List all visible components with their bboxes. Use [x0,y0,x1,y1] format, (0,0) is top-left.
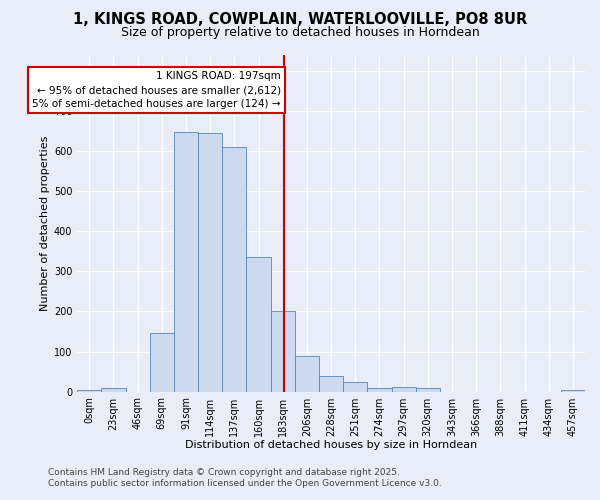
Bar [222,147,247,392]
Bar [198,133,222,392]
Bar [561,390,585,392]
Bar [247,258,271,392]
Bar [271,312,295,392]
Bar [392,387,416,392]
Bar [77,390,101,392]
X-axis label: Distribution of detached houses by size in Horndean: Distribution of detached houses by size … [185,440,477,450]
Bar [150,334,174,392]
Bar [174,132,198,392]
Text: Contains HM Land Registry data © Crown copyright and database right 2025.
Contai: Contains HM Land Registry data © Crown c… [48,468,442,487]
Y-axis label: Number of detached properties: Number of detached properties [40,136,50,311]
Bar [101,388,125,392]
Bar [319,376,343,392]
Text: 1, KINGS ROAD, COWPLAIN, WATERLOOVILLE, PO8 8UR: 1, KINGS ROAD, COWPLAIN, WATERLOOVILLE, … [73,12,527,28]
Bar [416,388,440,392]
Text: Size of property relative to detached houses in Horndean: Size of property relative to detached ho… [121,26,479,39]
Bar [295,356,319,392]
Bar [343,382,367,392]
Bar [367,388,392,392]
Text: 1 KINGS ROAD: 197sqm
← 95% of detached houses are smaller (2,612)
5% of semi-det: 1 KINGS ROAD: 197sqm ← 95% of detached h… [32,71,281,109]
